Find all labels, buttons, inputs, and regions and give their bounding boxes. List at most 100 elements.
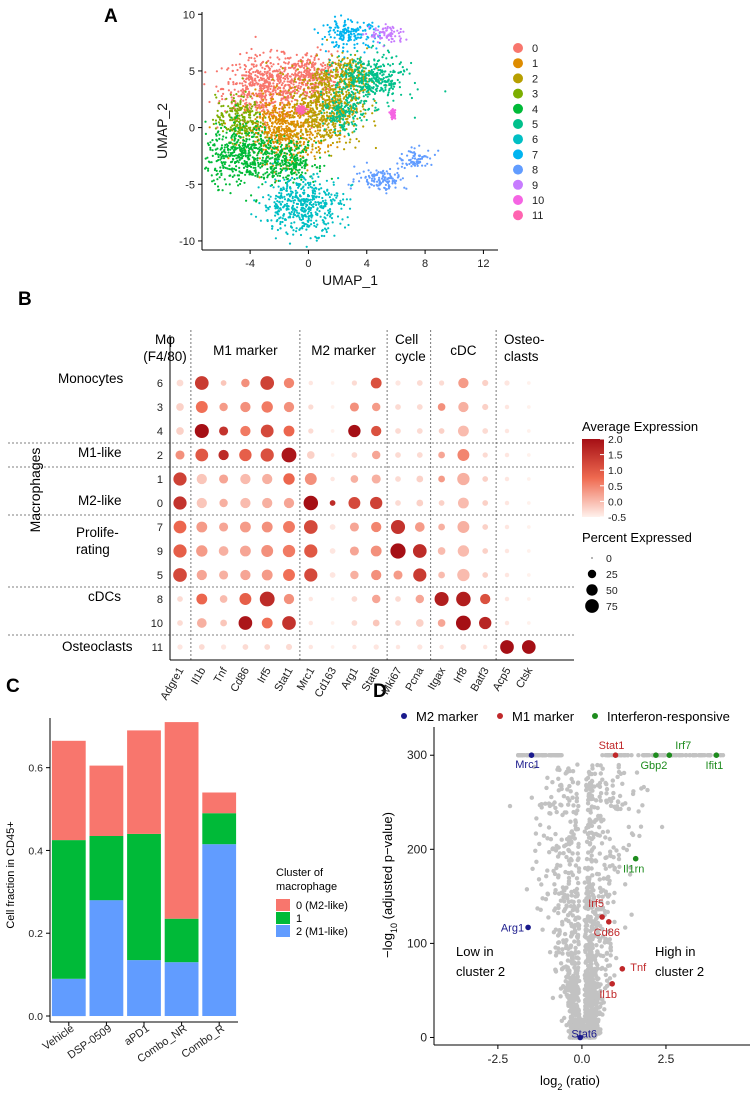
umap-point — [374, 92, 377, 95]
umap-point — [322, 74, 325, 77]
umap-point — [256, 139, 259, 142]
umap-point — [228, 129, 232, 132]
umap-point — [273, 201, 276, 204]
umap-point — [229, 77, 232, 80]
umap-point — [346, 117, 349, 120]
umap-point — [266, 156, 269, 159]
umap-point — [376, 180, 379, 183]
umap-point — [304, 183, 307, 186]
umap-point — [333, 119, 336, 122]
dotplot-dot-6-Irf8 — [458, 377, 469, 389]
umap-point — [232, 83, 235, 86]
umap-point — [343, 226, 347, 229]
umap-point — [340, 107, 343, 110]
umap-point — [241, 119, 244, 122]
umap-point — [245, 70, 248, 74]
umap-point — [264, 104, 267, 107]
umap-point — [352, 116, 355, 119]
umap-point — [250, 194, 253, 197]
umap-point — [264, 112, 267, 115]
umap-point — [398, 62, 401, 66]
umap-point — [260, 92, 263, 95]
umap-point — [348, 81, 351, 84]
umap-point — [312, 111, 315, 114]
umap-point — [291, 161, 295, 165]
umap-point — [295, 132, 299, 135]
umap-point — [427, 149, 430, 152]
umap-point — [323, 234, 326, 238]
umap-point — [303, 147, 306, 150]
umap-point — [296, 206, 299, 209]
umap-point — [354, 128, 358, 131]
umap-legend-key-2 — [513, 73, 523, 84]
umap-point — [345, 90, 348, 93]
umap-point — [343, 121, 346, 124]
umap-point — [376, 60, 379, 63]
umap-point — [249, 95, 252, 98]
umap-point — [234, 112, 237, 115]
umap-x-tick-label: -4 — [245, 258, 255, 270]
umap-point — [298, 216, 301, 219]
umap-point — [382, 53, 385, 56]
umap-point — [307, 141, 310, 144]
umap-point — [363, 88, 366, 91]
umap-point — [355, 111, 358, 114]
umap-point — [280, 97, 283, 100]
umap-point — [371, 104, 374, 107]
umap-point — [314, 130, 317, 133]
umap-point — [293, 111, 296, 114]
dotplot-dot-3-Pcna — [416, 404, 423, 410]
umap-point — [331, 212, 334, 215]
umap-point — [346, 57, 349, 60]
umap-point — [204, 167, 207, 170]
umap-point — [416, 164, 419, 167]
umap-point — [407, 150, 410, 153]
dotplot-cluster-label-9: 9 — [157, 546, 163, 558]
umap-point — [274, 91, 277, 94]
panel-label-c: C — [6, 676, 20, 697]
umap-point — [276, 56, 279, 59]
umap-point — [319, 215, 322, 218]
umap-point — [398, 81, 401, 84]
umap-point — [261, 85, 264, 88]
dotplot-dot-0-Itgax — [438, 500, 445, 506]
umap-point — [308, 59, 311, 62]
umap-point — [225, 111, 228, 114]
umap-point — [319, 206, 323, 209]
umap-point — [388, 172, 391, 176]
umap-point — [347, 132, 350, 135]
umap-point — [265, 139, 268, 142]
umap-point — [328, 129, 331, 132]
umap-point — [303, 141, 306, 144]
umap-point — [270, 85, 273, 88]
umap-point — [235, 104, 238, 107]
umap-point — [301, 136, 304, 140]
umap-point — [284, 224, 287, 227]
umap-point — [224, 161, 227, 164]
dotplot-dot-2-Pcna — [416, 452, 423, 458]
umap-point — [220, 151, 224, 154]
umap-point — [273, 70, 277, 73]
umap-point — [214, 93, 217, 96]
umap-point — [276, 228, 279, 232]
umap-legend-label-10: 10 — [532, 195, 544, 207]
umap-point — [247, 158, 250, 161]
umap-point — [320, 68, 324, 71]
umap-point — [297, 112, 300, 115]
umap-point — [254, 112, 257, 115]
umap-point — [281, 67, 284, 70]
umap-point — [359, 36, 362, 40]
umap-point — [310, 213, 313, 216]
umap-point — [265, 72, 268, 75]
umap-point — [237, 178, 240, 181]
umap-point — [338, 140, 341, 143]
umap-point — [209, 141, 212, 144]
umap-point — [358, 92, 361, 95]
umap-point — [238, 126, 241, 129]
umap-point — [248, 170, 251, 173]
umap-point — [242, 142, 245, 145]
umap-point — [331, 98, 334, 101]
umap-point — [413, 164, 417, 167]
umap-point — [320, 111, 323, 114]
umap-point — [318, 201, 321, 204]
